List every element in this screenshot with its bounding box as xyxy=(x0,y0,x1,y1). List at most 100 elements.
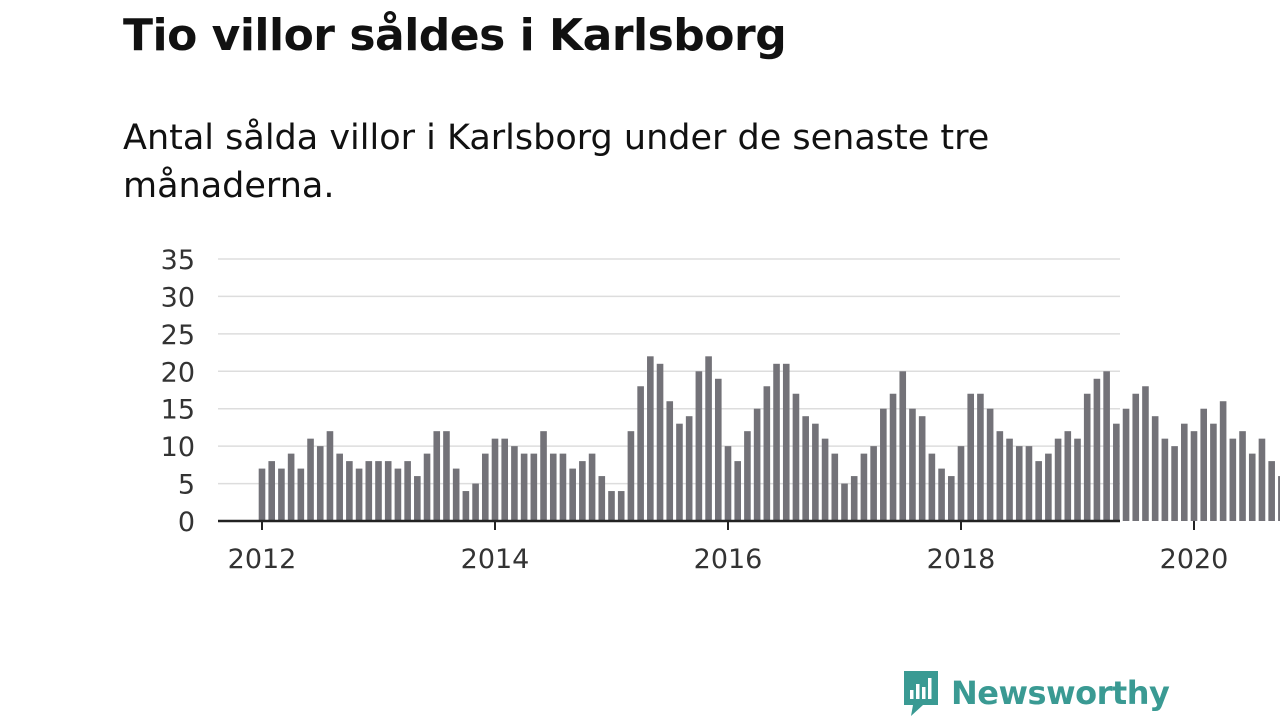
chart-title: Tio villor såldes i Karlsborg xyxy=(123,10,787,61)
bar xyxy=(996,431,1004,521)
newsworthy-logo: Newsworthy xyxy=(901,668,1170,718)
bar xyxy=(258,468,266,521)
bar xyxy=(850,476,858,521)
bar xyxy=(268,461,276,521)
bar xyxy=(1151,416,1159,521)
bar xyxy=(928,453,936,521)
bar xyxy=(1171,446,1178,521)
bar xyxy=(977,393,984,521)
bar xyxy=(588,453,596,521)
bar xyxy=(986,408,994,521)
bar xyxy=(1074,438,1081,521)
bar xyxy=(1180,423,1188,521)
bar xyxy=(870,446,877,521)
x-tick-label: 2016 xyxy=(694,544,763,575)
bar xyxy=(1035,461,1042,521)
bar xyxy=(1190,431,1198,521)
bar xyxy=(705,356,712,521)
bar xyxy=(1132,393,1140,521)
bar xyxy=(918,416,926,521)
bar xyxy=(831,453,839,521)
bar xyxy=(287,453,295,521)
bar xyxy=(695,371,703,521)
bar xyxy=(1093,378,1101,521)
y-tick-label: 5 xyxy=(178,470,195,501)
bar xyxy=(307,438,314,521)
bar xyxy=(404,461,411,521)
bar xyxy=(714,378,722,521)
x-axis-ticks: 20122014201620182020202220242026 xyxy=(228,521,1229,575)
y-tick-label: 0 xyxy=(178,507,195,538)
bar xyxy=(1103,371,1110,521)
bar xyxy=(647,356,654,521)
y-tick-label: 20 xyxy=(161,357,195,388)
bar xyxy=(841,483,848,521)
bar xyxy=(1248,453,1256,521)
bar xyxy=(1229,438,1237,521)
bar xyxy=(1064,431,1072,521)
bar xyxy=(734,461,742,521)
newsworthy-logo-text: Newsworthy xyxy=(951,674,1170,712)
bar xyxy=(316,446,324,521)
bar xyxy=(889,393,897,521)
y-tick-label: 35 xyxy=(161,245,195,276)
bar xyxy=(821,438,829,521)
bar xyxy=(685,416,693,521)
x-tick-label: 2018 xyxy=(927,544,996,575)
bar xyxy=(676,423,683,521)
bar xyxy=(501,438,509,521)
bar xyxy=(375,461,382,521)
bar xyxy=(530,453,538,521)
bar xyxy=(579,461,586,521)
bar xyxy=(549,453,557,521)
bar xyxy=(627,431,635,521)
bar xyxy=(637,386,644,521)
bar xyxy=(336,453,343,521)
bar xyxy=(967,393,975,521)
x-tick-label: 2014 xyxy=(461,544,530,575)
bar xyxy=(481,453,489,521)
bar xyxy=(1122,408,1130,521)
bar xyxy=(1083,393,1091,521)
bar xyxy=(1200,408,1208,521)
x-tick-label: 2020 xyxy=(1160,544,1229,575)
bar xyxy=(443,431,450,521)
y-tick-label: 15 xyxy=(161,395,195,426)
bar xyxy=(1113,423,1120,521)
bar xyxy=(1278,476,1280,521)
bar xyxy=(1258,438,1266,521)
x-tick-label: 2012 xyxy=(228,544,297,575)
bar xyxy=(1054,438,1062,521)
bar xyxy=(355,468,363,521)
bar xyxy=(520,453,528,521)
bar xyxy=(326,431,334,521)
bar xyxy=(1239,431,1246,521)
bar xyxy=(1219,401,1227,521)
bar xyxy=(666,401,674,521)
bar xyxy=(491,438,499,521)
bar xyxy=(1268,461,1275,521)
bar xyxy=(792,393,800,521)
bar xyxy=(559,453,567,521)
bar xyxy=(860,453,868,521)
bar xyxy=(472,483,479,521)
bar xyxy=(880,408,887,521)
bar xyxy=(617,491,625,521)
bar xyxy=(423,453,431,521)
bar xyxy=(938,468,945,521)
y-tick-label: 30 xyxy=(161,282,195,313)
bar xyxy=(773,363,780,521)
bar xyxy=(598,476,606,521)
bar xyxy=(278,468,285,521)
newsworthy-logo-icon xyxy=(904,671,938,716)
bar xyxy=(346,461,353,521)
bar xyxy=(812,423,819,521)
bar xyxy=(540,431,547,521)
y-axis-ticks: 0 5 10 15 20 25 30 35 xyxy=(161,245,195,538)
bar xyxy=(763,386,771,521)
bar xyxy=(1210,423,1217,521)
bar xyxy=(1142,386,1149,521)
bar xyxy=(899,371,907,521)
bars xyxy=(258,356,1280,521)
